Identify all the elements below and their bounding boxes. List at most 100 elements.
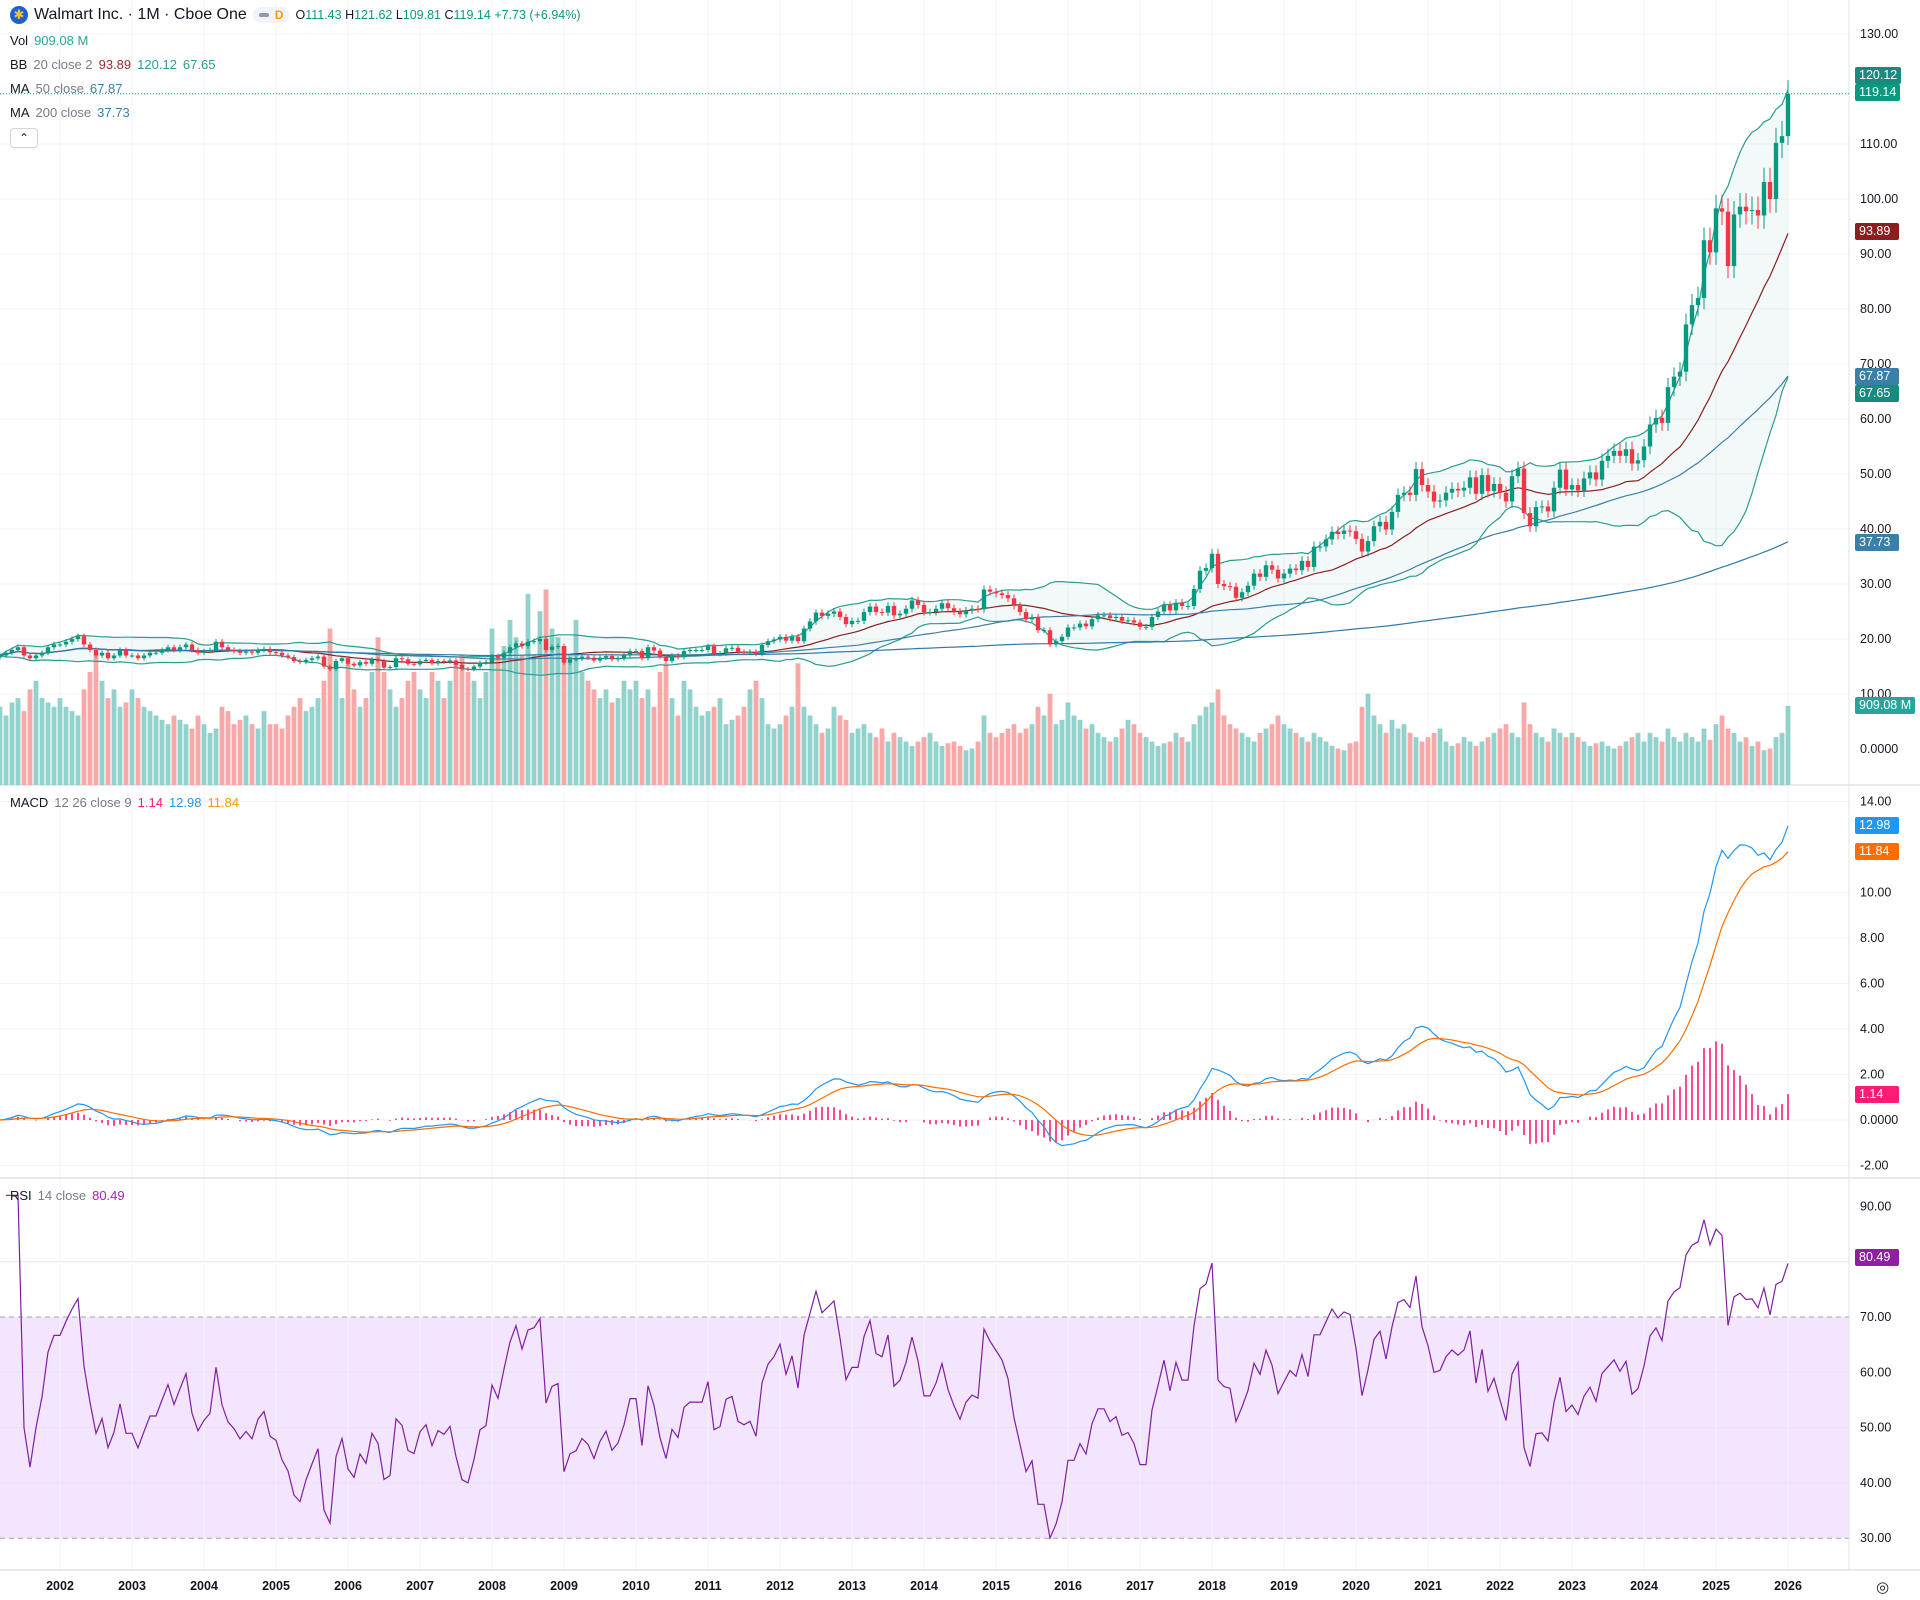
volume-bar: [615, 698, 621, 785]
candle-body: [561, 646, 567, 663]
volume-bar: [1293, 732, 1299, 785]
candle-body: [909, 600, 915, 609]
candle-body: [1035, 617, 1041, 631]
candle-body: [1299, 560, 1305, 571]
volume-bar: [1365, 693, 1371, 785]
volume-bar: [1623, 741, 1629, 785]
candle-body: [1533, 507, 1539, 527]
tag-rsi: 80.49: [1855, 1249, 1899, 1266]
volume-bar: [939, 745, 945, 785]
volume-bar: [1515, 737, 1521, 785]
year-label: 2015: [982, 1579, 1010, 1593]
ma200-legend[interactable]: MA 200 close 37.73: [10, 105, 130, 120]
volume-bar: [1485, 737, 1491, 785]
candle-body: [471, 666, 477, 670]
candle-body: [1767, 181, 1773, 199]
volume-bar: [375, 637, 381, 785]
candle-body: [1407, 492, 1413, 495]
candle-body: [597, 657, 603, 661]
candle-body: [1329, 531, 1335, 540]
volume-bar: [1383, 732, 1389, 785]
rsi-tick-label: 40.00: [1860, 1476, 1891, 1490]
volume-bar: [567, 654, 573, 785]
candle-body: [1485, 475, 1491, 492]
candle-body: [57, 644, 63, 646]
volume-bar: [513, 637, 519, 785]
candle-body: [21, 647, 27, 656]
volume-bar: [381, 672, 387, 785]
candle-body: [1437, 500, 1443, 502]
year-label: 2014: [910, 1579, 938, 1593]
tag-bb-upper: 120.12: [1855, 67, 1902, 84]
candle-body: [879, 612, 885, 614]
candle-body: [1587, 472, 1593, 479]
bb-legend[interactable]: BB 20 close 2 93.89 120.12 67.65: [10, 57, 216, 72]
volume-bar: [915, 741, 921, 785]
volume-bar: [489, 628, 495, 785]
symbol-title[interactable]: Walmart Inc. · 1M · Cboe One: [34, 6, 247, 23]
candle-body: [1659, 417, 1665, 423]
volume-bar: [1521, 702, 1527, 785]
candle-body: [729, 647, 735, 649]
volume-bar: [1113, 737, 1119, 785]
delayed-badge: D: [274, 8, 284, 22]
candle-body: [957, 611, 963, 615]
volume-bar: [345, 663, 351, 785]
candle-body: [999, 593, 1005, 595]
candle-body: [291, 657, 297, 661]
candle-body: [1497, 483, 1503, 493]
candle-body: [147, 652, 153, 656]
volume-bar: [1719, 715, 1725, 785]
eye-icon[interactable]: ◎: [1876, 1579, 1890, 1596]
volume-bar: [1101, 737, 1107, 785]
candle-body: [111, 655, 117, 659]
candle-body: [1005, 595, 1011, 599]
market-status-badge[interactable]: D: [252, 7, 290, 23]
volume-bar: [1353, 741, 1359, 785]
volume-bar: [1065, 702, 1071, 785]
candle-body: [831, 611, 837, 614]
volume-bar: [1029, 724, 1035, 785]
rsi-legend[interactable]: RSI 14 close 80.49: [10, 1188, 125, 1203]
candle-body: [951, 608, 957, 612]
volume-bar: [123, 702, 129, 785]
volume-bar: [1707, 739, 1713, 785]
volume-bar: [1395, 728, 1401, 785]
volume-bar: [1077, 719, 1083, 785]
candle-body: [1479, 475, 1485, 494]
volume-bar: [369, 672, 375, 785]
candle-body: [273, 652, 279, 654]
candle-body: [849, 620, 855, 625]
macd-line: [0, 825, 1789, 1147]
volume-bar: [459, 654, 465, 785]
candle-body: [1647, 424, 1653, 447]
candle-body: [393, 658, 399, 668]
volume-bar: [1503, 724, 1509, 785]
candle-body: [573, 658, 579, 660]
candle-body: [1443, 492, 1449, 501]
volume-legend[interactable]: Vol 909.08 M: [10, 33, 89, 48]
candle-body: [531, 641, 537, 643]
volume-bar: [1575, 737, 1581, 785]
volume-bar: [207, 732, 213, 785]
candle-body: [141, 655, 147, 659]
volume-bar: [1647, 732, 1653, 785]
candle-body: [1557, 469, 1563, 488]
candle-body: [207, 650, 213, 652]
year-label: 2010: [622, 1579, 650, 1593]
chevron-up-icon[interactable]: ⌃: [10, 128, 38, 148]
candle-body: [171, 647, 177, 650]
walmart-spark-icon: ✱: [10, 6, 28, 24]
volume-bar: [465, 672, 471, 785]
macd-tick-label: -2.00: [1860, 1159, 1889, 1173]
volume-bar: [777, 724, 783, 785]
ma50-legend[interactable]: MA 50 close 67.87: [10, 81, 123, 96]
year-label: 2024: [1630, 1579, 1658, 1593]
candle-body: [1545, 506, 1551, 512]
macd-legend[interactable]: MACD 12 26 close 9 1.14 12.98 11.84: [10, 795, 240, 810]
candle-body: [891, 606, 897, 616]
year-label: 2008: [478, 1579, 506, 1593]
volume-bar: [1359, 706, 1365, 785]
volume-bar: [819, 732, 825, 785]
